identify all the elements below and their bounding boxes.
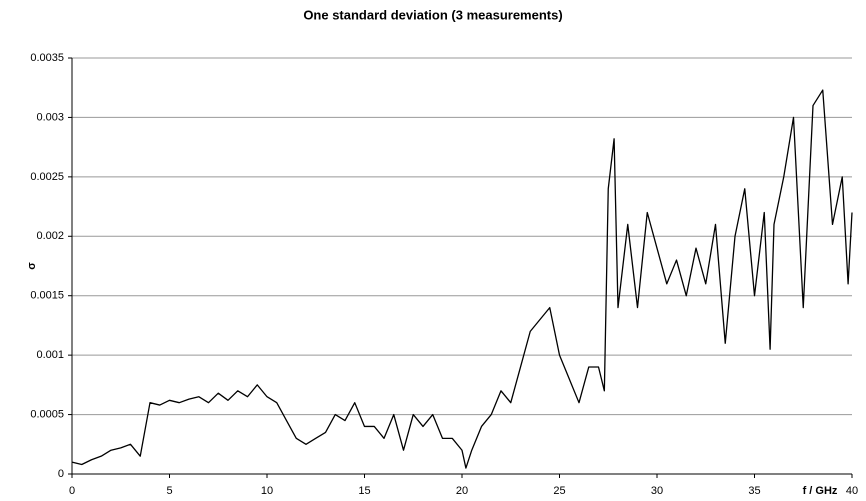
y-tick-label: 0.0015 [30,290,64,302]
x-tick-label: 15 [358,485,370,497]
x-tick-label: 35 [748,485,760,497]
x-axis-label: f / GHz [803,485,838,497]
x-tick-label: 30 [651,485,663,497]
y-tick-label: 0.0035 [30,52,64,64]
y-tick-label: 0.0025 [30,171,64,183]
chart-title: One standard deviation (3 measurements) [303,7,562,22]
x-tick-label: 40 [846,485,858,497]
x-tick-label: 5 [166,485,172,497]
x-tick-label: 20 [456,485,468,497]
y-tick-label: 0.003 [36,111,64,123]
x-tick-label: 10 [261,485,273,497]
line [71,89,853,469]
y-tick-label: 0.002 [36,230,64,242]
y-tick-label: 0.0005 [30,408,64,420]
y-tick-label: 0 [58,468,64,480]
x-tick-label: 25 [553,485,565,497]
y-axis-label: σ [26,262,38,270]
y-tick-label: 0.001 [36,349,64,361]
x-tick-label: 0 [69,485,75,497]
